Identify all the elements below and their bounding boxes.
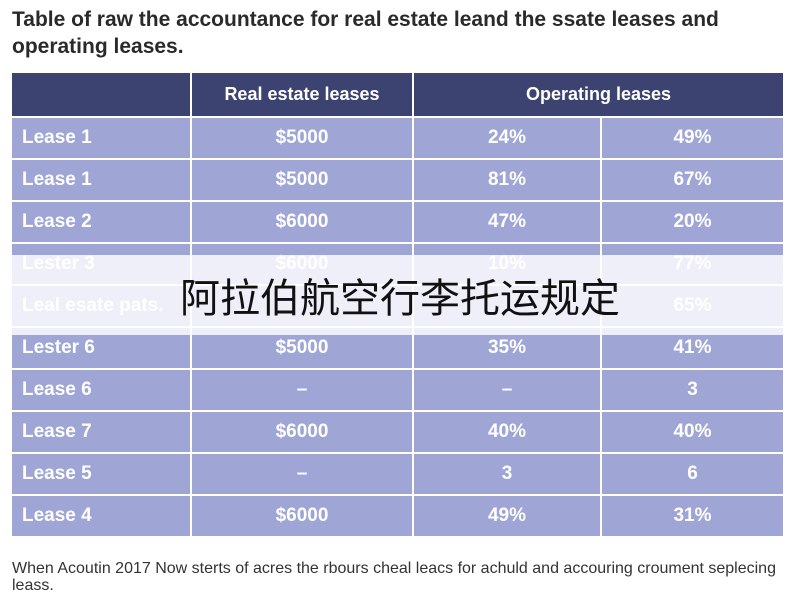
table-cell: 49% xyxy=(602,118,783,158)
table-cell: 40% xyxy=(602,412,783,452)
header-cell: Real estate leases xyxy=(192,73,412,116)
footnote: When Acoutin 2017 Now sterts of acres th… xyxy=(12,560,776,594)
table-cell: 3 xyxy=(414,454,600,494)
table-cell: – xyxy=(192,370,412,410)
table-cell: Lease 1 xyxy=(12,160,190,200)
table-cell: 81% xyxy=(414,160,600,200)
table-cell: Lease 2 xyxy=(12,202,190,242)
table-cell: Lease 1 xyxy=(12,118,190,158)
table-cell: 67% xyxy=(602,160,783,200)
table-cell: 40% xyxy=(414,412,600,452)
table-cell: 20% xyxy=(602,202,783,242)
table-cell: 31% xyxy=(602,496,783,536)
table-cell: Lease 6 xyxy=(12,370,190,410)
table-cell: Lease 5 xyxy=(12,454,190,494)
table-cell: – xyxy=(192,454,412,494)
table-cell: $5000 xyxy=(192,118,412,158)
table-cell: 24% xyxy=(414,118,600,158)
table-cell: $6000 xyxy=(192,412,412,452)
table-cell: Lease 7 xyxy=(12,412,190,452)
overlay-banner: 阿拉伯航空行李托运规定 xyxy=(0,255,800,335)
header-cell xyxy=(12,73,190,116)
table-cell: $6000 xyxy=(192,496,412,536)
table-cell: – xyxy=(414,370,600,410)
table-cell: $5000 xyxy=(192,160,412,200)
title: Table of raw the accountance for real es… xyxy=(12,8,719,58)
table-cell: 47% xyxy=(414,202,600,242)
table-cell: $6000 xyxy=(192,202,412,242)
header-cell: Operating leases xyxy=(414,73,783,116)
table-cell: Lease 4 xyxy=(12,496,190,536)
table-cell: 3 xyxy=(602,370,783,410)
table-cell: 6 xyxy=(602,454,783,494)
table-cell: 49% xyxy=(414,496,600,536)
